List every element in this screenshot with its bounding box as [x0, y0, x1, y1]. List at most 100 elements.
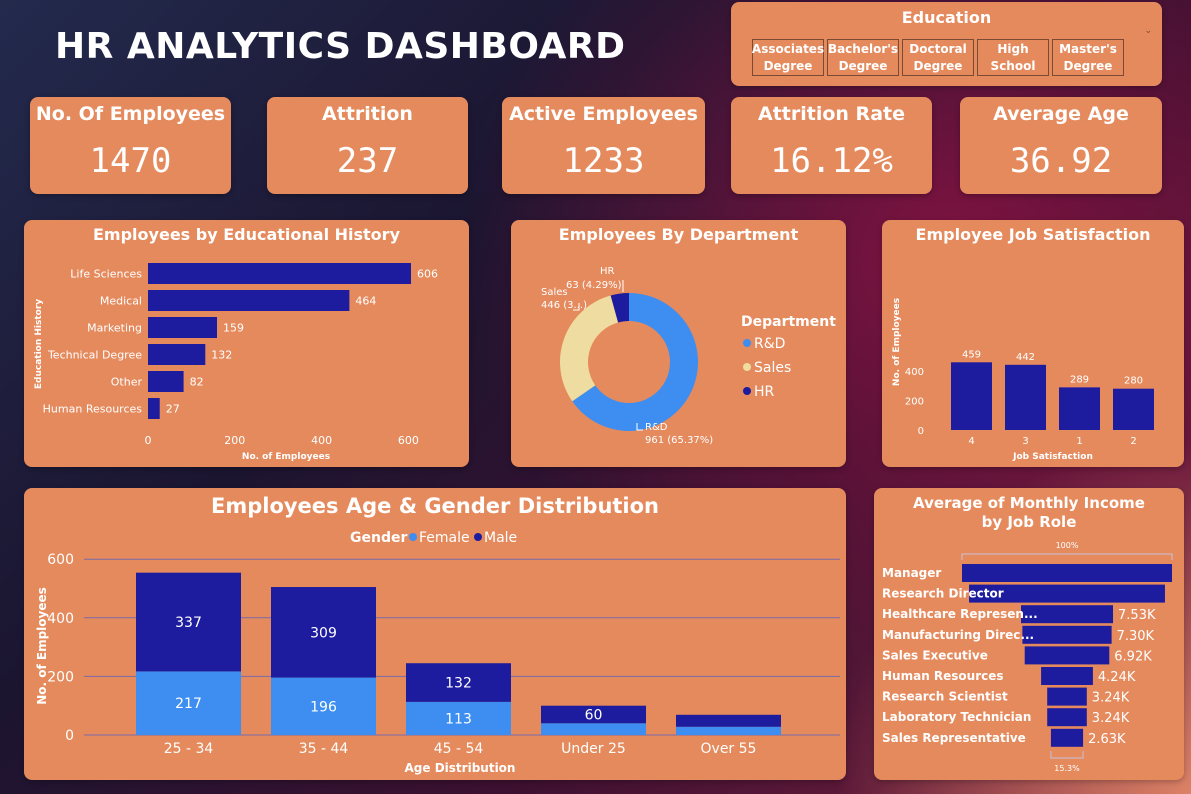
funnel-bar — [1041, 667, 1093, 685]
bracket-line — [961, 553, 1173, 560]
data-label: 337 — [175, 615, 202, 631]
legend-label: Male — [484, 530, 517, 546]
data-label: 82 — [190, 376, 204, 389]
x-axis-title: Age Distribution — [405, 761, 516, 775]
slice-label-value: 961 (65.37%) — [645, 435, 713, 446]
bar — [148, 317, 218, 338]
data-label: 6.92K — [1114, 649, 1152, 664]
leader-line — [636, 423, 643, 431]
job-satisfaction-chart: 0 200 400 459 4 442 3 289 1 280 2 Job Satisfaction N… — [892, 298, 1154, 462]
category-label: Research Scientist — [882, 690, 1008, 704]
y-tick-label: 0 — [918, 426, 924, 437]
bar-female — [541, 723, 646, 735]
slicer-option-label: Bachelor's Degree — [827, 41, 899, 73]
bottom-percent-label: 15.3% — [1054, 764, 1080, 773]
chevron-down-icon[interactable]: ⌄ — [1144, 26, 1152, 36]
education-history-chart: Life Sciences 606 Medical 464 Marketing 159 Te… — [34, 263, 438, 462]
legend-title: Department — [741, 314, 836, 330]
data-label: 113 — [445, 711, 472, 727]
y-axis-title: Education History — [34, 299, 44, 389]
data-label: 2.63K — [1088, 732, 1126, 747]
x-axis-title: No. of Employees — [242, 452, 330, 462]
category-label: Other — [111, 376, 143, 389]
legend-title: Gender — [350, 530, 407, 546]
slicer-options: Associates Degree Bachelor's Degree Doct… — [752, 39, 1127, 76]
x-tick-label: 0 — [145, 434, 152, 447]
data-label: 309 — [310, 625, 337, 641]
slice-hr — [610, 293, 629, 323]
category-label: Research Director — [882, 587, 1004, 601]
slice-label-name: R&D — [645, 422, 668, 433]
kpi-value: 1470 — [89, 141, 172, 181]
age-gender-chart: 0 200 400 600 217 337 25 - 34 196 309 35 - 44 113 1… — [35, 530, 840, 775]
category-label: Healthcare Represen... — [882, 607, 1038, 621]
bracket-line — [1050, 751, 1084, 759]
x-tick-label: 45 - 54 — [434, 741, 484, 757]
slicer-title: Education — [901, 8, 992, 27]
slicer-option-doctoral-degree[interactable]: Doctoral Degree — [902, 39, 974, 76]
category-label: Manufacturing Direc... — [882, 628, 1034, 642]
legend-marker — [743, 387, 751, 395]
slicer-option-label: High School — [990, 41, 1036, 73]
slicer-option-high-school[interactable]: High School — [977, 39, 1049, 76]
bar — [148, 398, 160, 419]
data-label: 196 — [310, 699, 337, 715]
y-tick-label: 200 — [905, 397, 924, 408]
slice-label-value: 446 (3...) — [541, 300, 587, 311]
category-label: Manager — [882, 566, 941, 580]
top-percent-label: 100% — [1056, 541, 1079, 550]
y-tick-label: 200 — [47, 669, 74, 685]
y-axis-title: No. of Employees — [35, 587, 49, 705]
bar-female — [136, 671, 241, 735]
data-label: 27 — [166, 403, 180, 416]
funnel-bar — [1024, 646, 1110, 665]
slicer-option-masters-degree[interactable]: Master's Degree — [1052, 39, 1124, 76]
kpi-label: Attrition Rate — [758, 103, 905, 125]
data-label: 459 — [962, 349, 981, 360]
page-title: HR ANALYTICS DASHBOARD — [55, 26, 626, 67]
monthly-income-funnel-chart: 100% Manager Research Director Healthcare R… — [882, 541, 1173, 773]
data-label: 3.24K — [1092, 691, 1130, 706]
slicer-option-bachelors-degree[interactable]: Bachelor's Degree — [827, 39, 899, 76]
chart-monthly-income: Average of Monthly Income by Job Role 10… — [874, 488, 1184, 780]
bar-male — [676, 714, 781, 727]
bar — [148, 263, 412, 284]
bar — [1113, 388, 1154, 430]
chart-title: Employees Age & Gender Distribution — [210, 494, 660, 518]
bar — [148, 371, 184, 392]
kpi-card-employees: No. Of Employees 1470 — [30, 97, 231, 194]
category-label: Sales Executive — [882, 648, 988, 662]
slice-label-name: Sales — [541, 287, 568, 298]
bar-female — [406, 701, 511, 735]
chart-age-gender: Employees Age & Gender Distribution 0 200… — [24, 488, 846, 780]
bar — [951, 362, 992, 430]
bar-female — [676, 726, 781, 735]
y-axis-title: No. of Employees — [892, 298, 902, 386]
department-donut-chart: R&D 961 (65.37%) Sales 446 (3...) HR 63 (4.29… — [541, 266, 836, 446]
legend-label: HR — [754, 384, 775, 400]
chart-title: Employee Job Satisfaction — [915, 225, 1151, 244]
kpi-label: Attrition — [322, 103, 413, 125]
slicer-option-associates-degree[interactable]: Associates Degree — [752, 39, 824, 76]
funnel-bar — [969, 584, 1165, 603]
chart-title: Employees By Department — [558, 225, 799, 244]
x-tick-label: 4 — [968, 436, 974, 447]
x-tick-label: 35 - 44 — [299, 741, 349, 757]
kpi-value: 237 — [336, 141, 399, 181]
category-label: Marketing — [87, 322, 142, 335]
data-label: 4.24K — [1098, 670, 1136, 685]
legend-marker — [474, 533, 482, 541]
category-label: Technical Degree — [47, 349, 142, 362]
chart-title: Employees by Educational History — [93, 225, 400, 244]
legend-marker — [409, 533, 417, 541]
bar-male — [406, 663, 511, 702]
chart-title: Average of Monthly Income by Job Role — [913, 494, 1145, 531]
funnel-bar — [1047, 708, 1087, 727]
bar-male — [271, 587, 376, 678]
kpi-label: No. Of Employees — [35, 103, 226, 125]
kpi-card-average-age: Average Age 36.92 — [960, 97, 1162, 194]
kpi-card-attrition-rate: Attrition Rate 16.12% — [731, 97, 932, 194]
slice-rd — [572, 293, 698, 431]
slicer-option-label: Master's Degree — [1059, 41, 1117, 73]
data-label: 60 — [585, 707, 603, 723]
